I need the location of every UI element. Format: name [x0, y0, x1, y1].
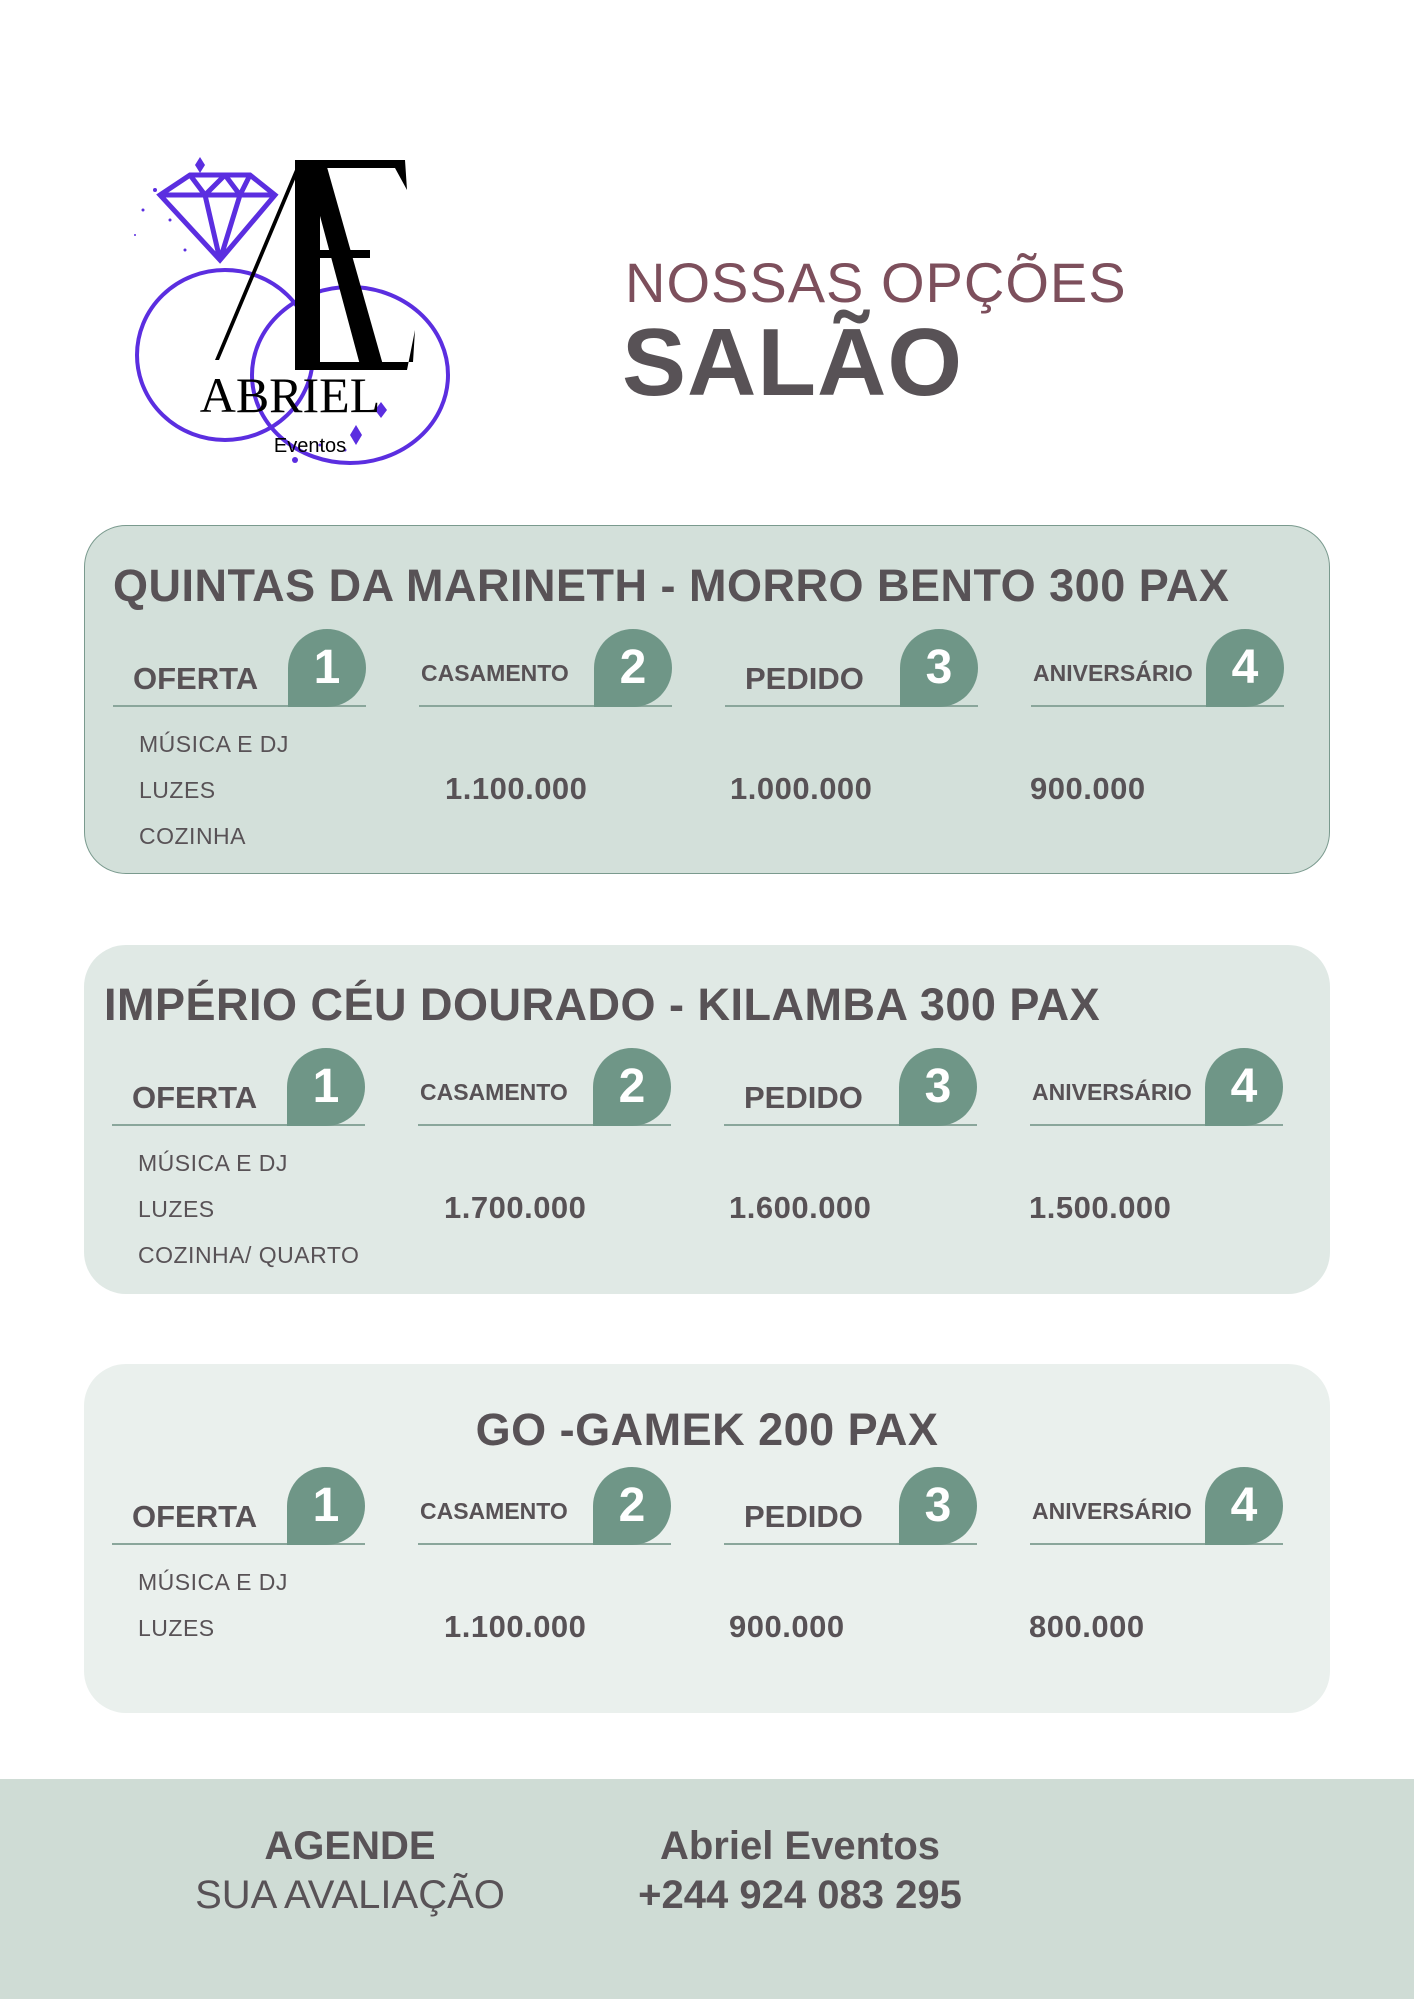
- price: 1.100.000: [444, 1609, 587, 1644]
- column-header: OFERTA 1: [113, 629, 366, 707]
- venue-card: QUINTAS DA MARINETH - MORRO BENTO 300 PA…: [84, 525, 1330, 874]
- contact-block: Abriel Eventos +244 924 083 295: [620, 1824, 980, 1918]
- price: 1.500.000: [1029, 1190, 1172, 1225]
- phone-number[interactable]: +244 924 083 295: [638, 1873, 962, 1917]
- number-badge: 3: [899, 1467, 977, 1545]
- column-header: OFERTA 1: [112, 1467, 365, 1545]
- offer-list: MÚSICA E DJ LUZES COZINHA/ QUARTO: [138, 1140, 359, 1278]
- number-badge: 1: [287, 1467, 365, 1545]
- offer-item: LUZES: [139, 777, 216, 803]
- number-badge: 2: [593, 1048, 671, 1126]
- column-label: OFERTA: [133, 661, 259, 696]
- column-label: CASAMENTO: [420, 1079, 568, 1105]
- price: 900.000: [1030, 771, 1146, 806]
- venue-card: GO -GAMEK 200 PAX OFERTA 1 CASAMENTO 2 P…: [84, 1364, 1330, 1713]
- column-header: ANIVERSÁRIO 4: [1031, 629, 1284, 707]
- column-label: OFERTA: [132, 1080, 258, 1115]
- page-title: SALÃO: [622, 309, 963, 416]
- number-badge: 3: [899, 1048, 977, 1126]
- column-label: PEDIDO: [744, 1499, 863, 1534]
- column-label: PEDIDO: [745, 661, 864, 696]
- column-label: CASAMENTO: [420, 1498, 568, 1524]
- venue-card: IMPÉRIO CÉU DOURADO - KILAMBA 300 PAX OF…: [84, 945, 1330, 1294]
- price: 1.100.000: [445, 771, 588, 806]
- column-label: ANIVERSÁRIO: [1033, 660, 1193, 686]
- offer-item: LUZES: [138, 1196, 215, 1222]
- column-header: PEDIDO 3: [725, 629, 978, 707]
- column-label: OFERTA: [132, 1499, 258, 1534]
- number-badge: 4: [1205, 1467, 1283, 1545]
- column-header: ANIVERSÁRIO 4: [1030, 1048, 1283, 1126]
- column-label: ANIVERSÁRIO: [1032, 1498, 1192, 1524]
- number-badge: 4: [1206, 629, 1284, 707]
- number-badge: 3: [900, 629, 978, 707]
- column-label: PEDIDO: [744, 1080, 863, 1115]
- footer: AGENDE SUA AVALIAÇÃO Abriel Eventos +244…: [0, 1779, 1414, 1999]
- number-badge: 2: [594, 629, 672, 707]
- company-name: Abriel Eventos: [659, 1824, 941, 1868]
- offer-list: MÚSICA E DJ LUZES: [138, 1559, 288, 1651]
- offer-item: MÚSICA E DJ: [138, 1150, 288, 1176]
- column-header: CASAMENTO 2: [418, 1048, 671, 1126]
- offer-item: MÚSICA E DJ: [139, 731, 289, 757]
- number-badge: 2: [593, 1467, 671, 1545]
- venue-title: IMPÉRIO CÉU DOURADO - KILAMBA 300 PAX: [104, 979, 1101, 1030]
- price: 800.000: [1029, 1609, 1145, 1644]
- column-header: ANIVERSÁRIO 4: [1030, 1467, 1283, 1545]
- venue-title: GO -GAMEK 200 PAX: [475, 1404, 939, 1455]
- offer-item: MÚSICA E DJ: [138, 1569, 288, 1595]
- column-header: CASAMENTO 2: [419, 629, 672, 707]
- svg-text:ABRIEL: ABRIEL: [200, 367, 381, 423]
- cta-block: AGENDE SUA AVALIAÇÃO: [180, 1824, 520, 1918]
- svg-text:Eventos: Eventos: [274, 435, 346, 457]
- column-header: PEDIDO 3: [724, 1467, 977, 1545]
- price: 1.000.000: [730, 771, 873, 806]
- venue-title: QUINTAS DA MARINETH - MORRO BENTO 300 PA…: [113, 560, 1230, 611]
- column-label: CASAMENTO: [421, 660, 569, 686]
- column-header: PEDIDO 3: [724, 1048, 977, 1126]
- column-header: OFERTA 1: [112, 1048, 365, 1126]
- price: 900.000: [729, 1609, 845, 1644]
- number-badge: 4: [1205, 1048, 1283, 1126]
- offer-list: MÚSICA E DJ LUZES COZINHA: [139, 721, 289, 859]
- offer-item: COZINHA: [139, 823, 246, 849]
- abriel-eventos-logo: ABRIEL Eventos: [115, 150, 465, 480]
- offer-item: COZINHA/ QUARTO: [138, 1242, 360, 1268]
- column-header: CASAMENTO 2: [418, 1467, 671, 1545]
- price: 1.700.000: [444, 1190, 587, 1225]
- offer-item: LUZES: [138, 1615, 215, 1641]
- column-label: ANIVERSÁRIO: [1032, 1079, 1192, 1105]
- cta-line2: SUA AVALIAÇÃO: [195, 1873, 505, 1917]
- cta-line1: AGENDE: [264, 1824, 436, 1868]
- page-kicker: NOSSAS OPÇÕES: [625, 251, 1127, 314]
- number-badge: 1: [287, 1048, 365, 1126]
- number-badge: 1: [288, 629, 366, 707]
- price: 1.600.000: [729, 1190, 872, 1225]
